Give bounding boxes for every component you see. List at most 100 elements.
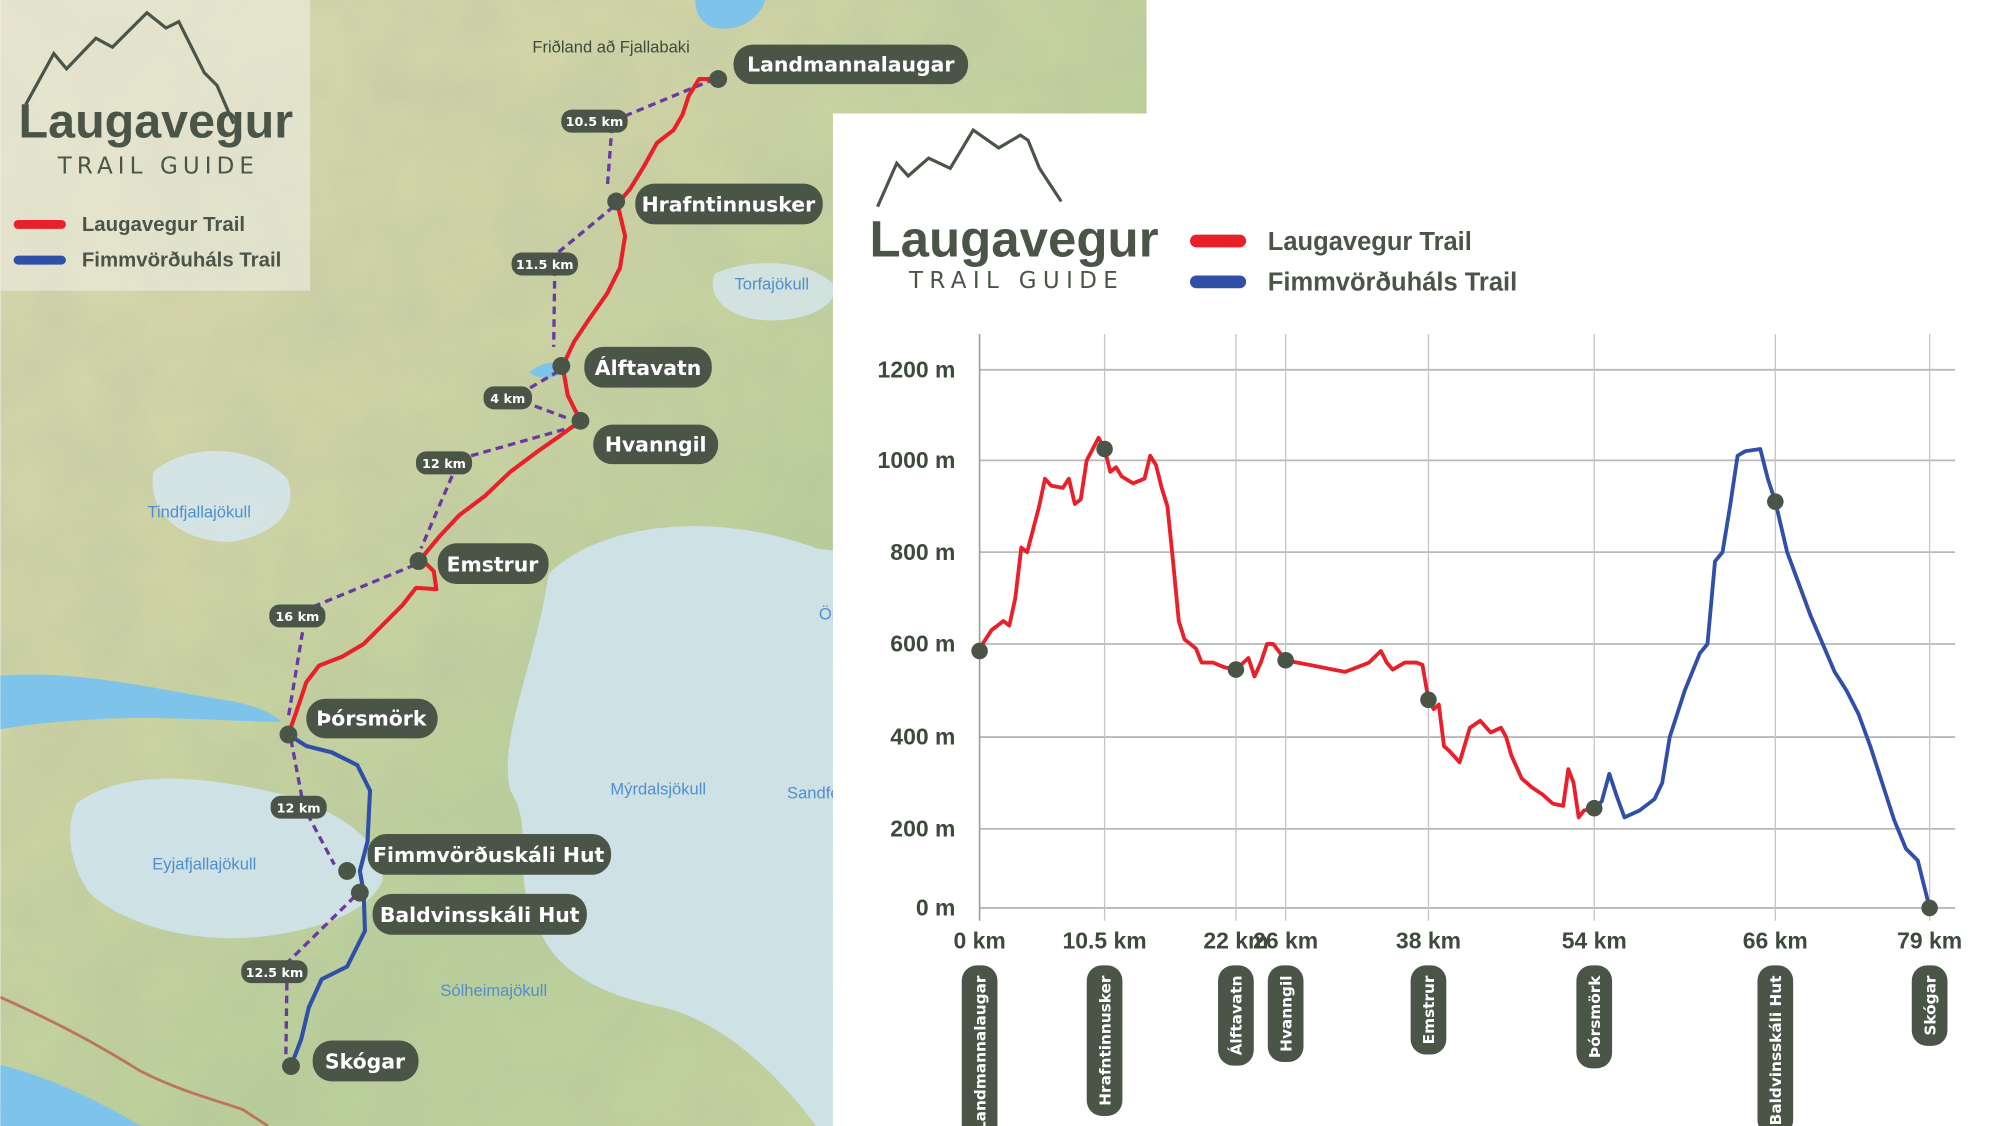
stop-pill[interactable]	[1576, 965, 1613, 1069]
profile-legend-laugavegur: Laugavegur Trail	[1268, 228, 1472, 256]
ring-road	[0, 995, 269, 1126]
stop-pill-label: Hrafntinnusker	[1096, 975, 1114, 1106]
svg-text:12 km: 12 km	[277, 801, 321, 816]
stop-pill[interactable]	[1086, 965, 1123, 1116]
laugavegur-trail-line[interactable]	[286, 77, 719, 736]
stop-pill[interactable]	[1267, 965, 1304, 1063]
svg-text:Fimmvörðuskáli Hut: Fimmvörðuskáli Hut	[373, 843, 604, 867]
arrow-leg-1	[605, 77, 715, 189]
stop-hrafntinnusker[interactable]: Hrafntinnusker	[607, 183, 823, 225]
laugavegur-elevation-line	[977, 435, 1595, 820]
distance-badge: 4 km	[483, 386, 533, 410]
stop-alftavatn[interactable]: Álftavatn	[552, 346, 712, 388]
svg-text:16 km: 16 km	[275, 610, 319, 625]
stop-fimmvorduskali-hut[interactable]: Fimmvörðuskáli Hut	[338, 833, 612, 880]
svg-text:11.5 km: 11.5 km	[516, 258, 574, 273]
stop-pill-label: Landmannalaugar	[971, 975, 989, 1126]
x-tick-label: 38 km	[1396, 928, 1461, 954]
svg-text:Skógar: Skógar	[325, 1050, 405, 1074]
distance-badge: 11.5 km	[511, 252, 578, 276]
lake-landmannalaugar	[695, 0, 766, 29]
svg-text:12.5 km: 12.5 km	[246, 966, 304, 981]
map-legend-laugavegur: Laugavegur Trail	[82, 214, 245, 236]
mountain-logo-icon	[24, 10, 236, 125]
y-tick-label: 400 m	[890, 724, 955, 750]
x-tick-label: 79 km	[1897, 928, 1962, 954]
stop-marker[interactable]	[1585, 799, 1603, 817]
place-partial: Öl	[819, 605, 836, 624]
svg-text:10.5 km: 10.5 km	[566, 115, 624, 130]
map-logo: Laugavegur TRAIL GUIDE Laugavegur Trail …	[0, 0, 311, 291]
stop-pill-label: Hvanngil	[1277, 976, 1295, 1052]
stop-marker[interactable]	[1921, 899, 1938, 917]
stop-pill-label: Emstrur	[1420, 975, 1438, 1044]
y-tick-label: 0 m	[916, 895, 956, 921]
x-tick-label: 10.5 km	[1062, 928, 1146, 954]
stop-pill-label: Skógar	[1921, 975, 1939, 1036]
fimmvorduhals-elevation-line	[1592, 447, 1932, 909]
stop-landmannalaugar[interactable]: Landmannalaugar	[709, 44, 969, 88]
y-tick-label: 1000 m	[878, 447, 956, 473]
svg-text:Baldvinsskáli Hut: Baldvinsskáli Hut	[380, 903, 580, 927]
stop-emstrur[interactable]: Emstrur	[409, 543, 549, 585]
svg-text:4 km: 4 km	[490, 392, 525, 407]
map-logo-subtitle: TRAIL GUIDE	[57, 153, 259, 179]
stops: Landmannalaugar Hrafntinnusker Álftavatn…	[279, 44, 969, 1082]
svg-text:Hrafntinnusker: Hrafntinnusker	[642, 193, 816, 217]
stop-marker[interactable]	[971, 642, 988, 660]
svg-text:Þórsmörk: Þórsmörk	[316, 707, 427, 731]
place-torfajokull: Torfajökull	[734, 274, 809, 293]
x-tick-label: 66 km	[1743, 928, 1808, 954]
stop-marker[interactable]	[1096, 440, 1113, 458]
stop-pill[interactable]	[961, 965, 998, 1126]
profile-logo-title: Laugavegur	[869, 210, 1158, 267]
stop-marker[interactable]	[1767, 493, 1784, 510]
stop-pill[interactable]	[1410, 965, 1447, 1055]
distance-badge: 12.5 km	[241, 960, 308, 984]
stop-pill-label: Baldvinsskáli Hut	[1767, 976, 1785, 1126]
panel-background	[832, 113, 2000, 1126]
place-eyjafjallajokull: Eyjafjallajökull	[152, 855, 256, 874]
x-tick-label: 54 km	[1562, 928, 1627, 954]
x-tick-label: 26 km	[1253, 928, 1318, 954]
stop-pill-label: Þórsmörk	[1586, 975, 1604, 1058]
stop-skogar[interactable]: Skógar	[282, 1040, 419, 1082]
fimmvorduhals-trail-line[interactable]	[287, 732, 373, 1067]
distance-badges: 10.5 km 11.5 km 4 km 12 km 16 km 12 km 1…	[241, 109, 628, 984]
x-tick-label: 0 km	[953, 928, 1005, 954]
stop-baldvinsskali-hut[interactable]: Baldvinsskáli Hut	[350, 883, 587, 935]
glacier-tindfjallajokull	[152, 450, 291, 542]
stop-hvanngil[interactable]: Hvanngil	[571, 411, 719, 465]
svg-text:Landmannalaugar: Landmannalaugar	[747, 52, 954, 76]
mountain-logo-icon	[876, 127, 1063, 208]
x-tick-label: 22 km	[1203, 928, 1268, 954]
svg-text:12 km: 12 km	[422, 457, 466, 472]
distance-badge: 12 km	[415, 451, 473, 475]
glacier-torfajokull	[712, 263, 836, 321]
svg-text:Emstrur: Emstrur	[447, 552, 539, 576]
svg-text:Álftavatn: Álftavatn	[595, 355, 701, 380]
stop-pill[interactable]	[1218, 965, 1254, 1066]
elevation-chart: 0 m 200 m 400 m 600 m 800 m 1000 m 1200 m 0 km L…	[878, 334, 1962, 1126]
place-tindfjallajokull: Tindfjallajökull	[147, 503, 250, 522]
stop-marker[interactable]	[1277, 651, 1294, 669]
stop-marker[interactable]	[1420, 691, 1437, 709]
elevation-panel: Laugavegur TRAIL GUIDE Laugavegur Trail …	[832, 113, 2000, 1126]
place-solheimajokull: Sólheimajökull	[440, 981, 547, 1000]
stop-thorsmork[interactable]: Þórsmörk	[279, 698, 438, 744]
map-logo-title: Laugavegur	[19, 95, 294, 149]
river-markarfljot	[0, 674, 281, 730]
sea	[0, 1064, 141, 1126]
stop-marker[interactable]	[1227, 661, 1245, 678]
distance-badge: 10.5 km	[561, 109, 628, 133]
stop-pill[interactable]	[1911, 965, 1948, 1046]
distance-badge: 16 km	[269, 604, 326, 628]
place-fridland: Friðland að Fjallabaki	[532, 37, 689, 56]
y-tick-label: 1200 m	[878, 356, 956, 382]
distance-badge: 12 km	[270, 795, 327, 819]
y-tick-label: 200 m	[890, 816, 955, 842]
stop-pill-label: Álftavatn	[1227, 976, 1246, 1056]
place-sandfell: Sandfe	[787, 783, 839, 802]
stop-pill[interactable]	[1757, 965, 1794, 1126]
